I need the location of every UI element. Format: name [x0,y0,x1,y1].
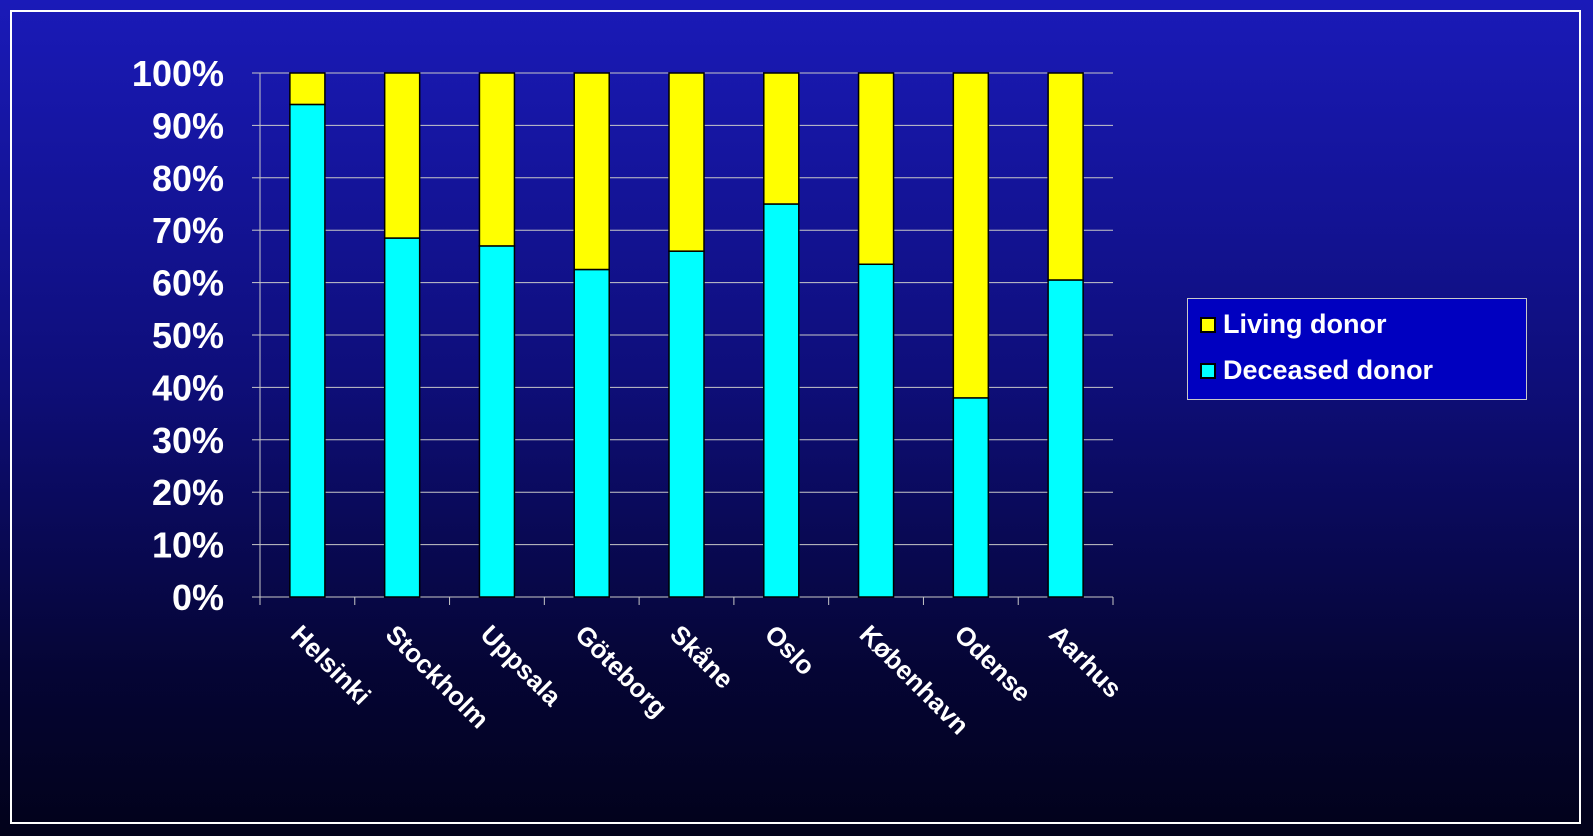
bar-living-skåne [668,72,705,252]
bar-deceased-aarhus [1047,279,1084,598]
bar-deceased-skåne [668,250,705,598]
slide-frame [10,10,1581,824]
y-tick-label: 100% [132,53,224,94]
y-tick-labels: 0% 10% 20% 30% 40% 50% 60% 70% 80% 90% 100% [132,53,224,618]
bar-living-stockholm [383,72,421,239]
legend-label-living: Living donor [1223,309,1387,339]
y-tick-label: 70% [152,210,224,251]
bar-living-københavn [857,72,895,266]
y-tick-label: 90% [152,105,224,146]
bar-deceased-göteborg [573,268,610,598]
bar-living-uppsala [478,72,516,247]
bar-deceased-oslo [763,203,800,598]
y-tick-label: 60% [152,263,224,304]
chart-legend: Living donor Deceased donor [1187,298,1527,400]
bar-deceased-helsinki [289,103,326,598]
y-tick-label: 50% [152,315,224,356]
bar-living-aarhus [1047,72,1084,281]
x-tick-label: Göteborg [569,619,673,723]
x-tick-label: Helsinki [285,619,377,711]
bar-deceased-stockholm [383,237,421,598]
y-tick-label: 80% [152,158,224,199]
bar-living-oslo [763,72,800,205]
legend-swatch-deceased [1200,362,1216,379]
bar-living-helsinki [289,72,326,106]
legend-item-living: Living donor [1200,309,1386,340]
bar-living-odense [952,72,990,399]
x-tick-label: Uppsala [475,619,568,712]
bar-deceased-københavn [857,263,895,598]
x-tick-label: Aarhus [1043,619,1128,704]
bar-deceased-odense [952,397,990,598]
legend-label-deceased: Deceased donor [1223,355,1434,385]
bar-living-göteborg [573,72,610,271]
y-tick-label: 20% [152,472,224,513]
y-tick-label: 30% [152,420,224,461]
bar-deceased-uppsala [478,245,516,598]
y-tick-label: 0% [172,577,224,618]
legend-swatch-living [1200,316,1216,333]
legend-item-deceased: Deceased donor [1200,355,1433,386]
bars [289,72,1084,598]
x-tick-label: Skåne [664,619,739,694]
x-tick-label: Odense [949,619,1038,708]
y-tick-label: 10% [152,525,224,566]
y-tick-label: 40% [152,367,224,408]
x-tick-label: Oslo [759,619,821,681]
